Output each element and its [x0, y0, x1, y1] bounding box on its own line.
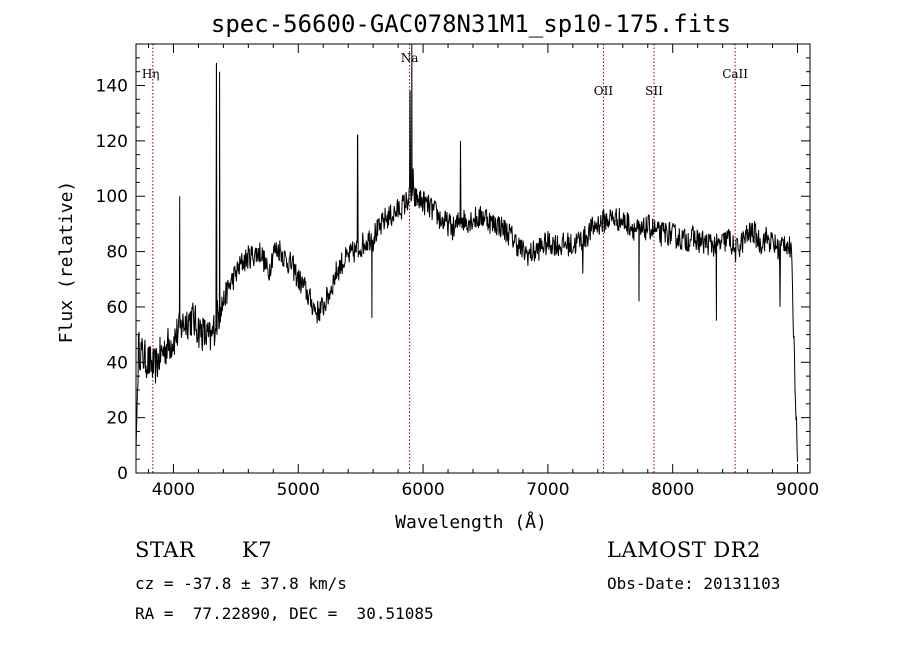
x-tick-label-2: 6000 [401, 480, 444, 500]
y-tick-label-2: 40 [106, 353, 128, 373]
reference-line-label-4: CaII [722, 67, 748, 81]
chart-title: spec-56600-GAC078N31M1_sp10-175.fits [211, 10, 731, 38]
y-tick-label-7: 140 [96, 77, 128, 97]
reference-line-label-1: Na [401, 51, 419, 65]
x-tick-label-1: 5000 [277, 480, 320, 500]
object-class: STAR [135, 538, 196, 562]
y-tick-label-3: 60 [106, 298, 128, 318]
y-axis-label: Flux (relative) [56, 181, 77, 344]
reference-line-label-0: Hη [142, 67, 160, 81]
y-tick-label-0: 0 [117, 464, 128, 484]
x-axis-label: Wavelength (Å) [395, 511, 547, 533]
observation-date: Obs-Date: 20131103 [607, 574, 781, 593]
x-tick-label-0: 4000 [152, 480, 195, 500]
object-subclass: K7 [242, 538, 273, 562]
plot-frame [135, 43, 811, 474]
spectrum-line [135, 43, 798, 462]
y-tick-label-5: 100 [96, 187, 128, 207]
x-tick-label-3: 7000 [526, 480, 569, 500]
y-tick-label-4: 80 [106, 243, 128, 263]
axes: 4000 5000 6000 7000 8000 9000 0 20 40 60 80 100 120 1… [96, 43, 819, 500]
y-tick-label-6: 120 [96, 132, 128, 152]
plot-area: Hη Na OII SII CaII [135, 43, 798, 473]
x-tick-label-4: 8000 [651, 480, 694, 500]
reference-line-label-2: OII [594, 84, 614, 98]
y-tick-label-1: 20 [106, 409, 128, 429]
redshift-velocity: cz = -37.8 ± 37.8 km/s [135, 574, 347, 593]
x-tick-label-5: 9000 [776, 480, 819, 500]
reference-line-label-3: SII [645, 84, 663, 98]
survey-name: LAMOST DR2 [607, 538, 761, 562]
coordinates: RA = 77.22890, DEC = 30.51085 [135, 604, 434, 623]
